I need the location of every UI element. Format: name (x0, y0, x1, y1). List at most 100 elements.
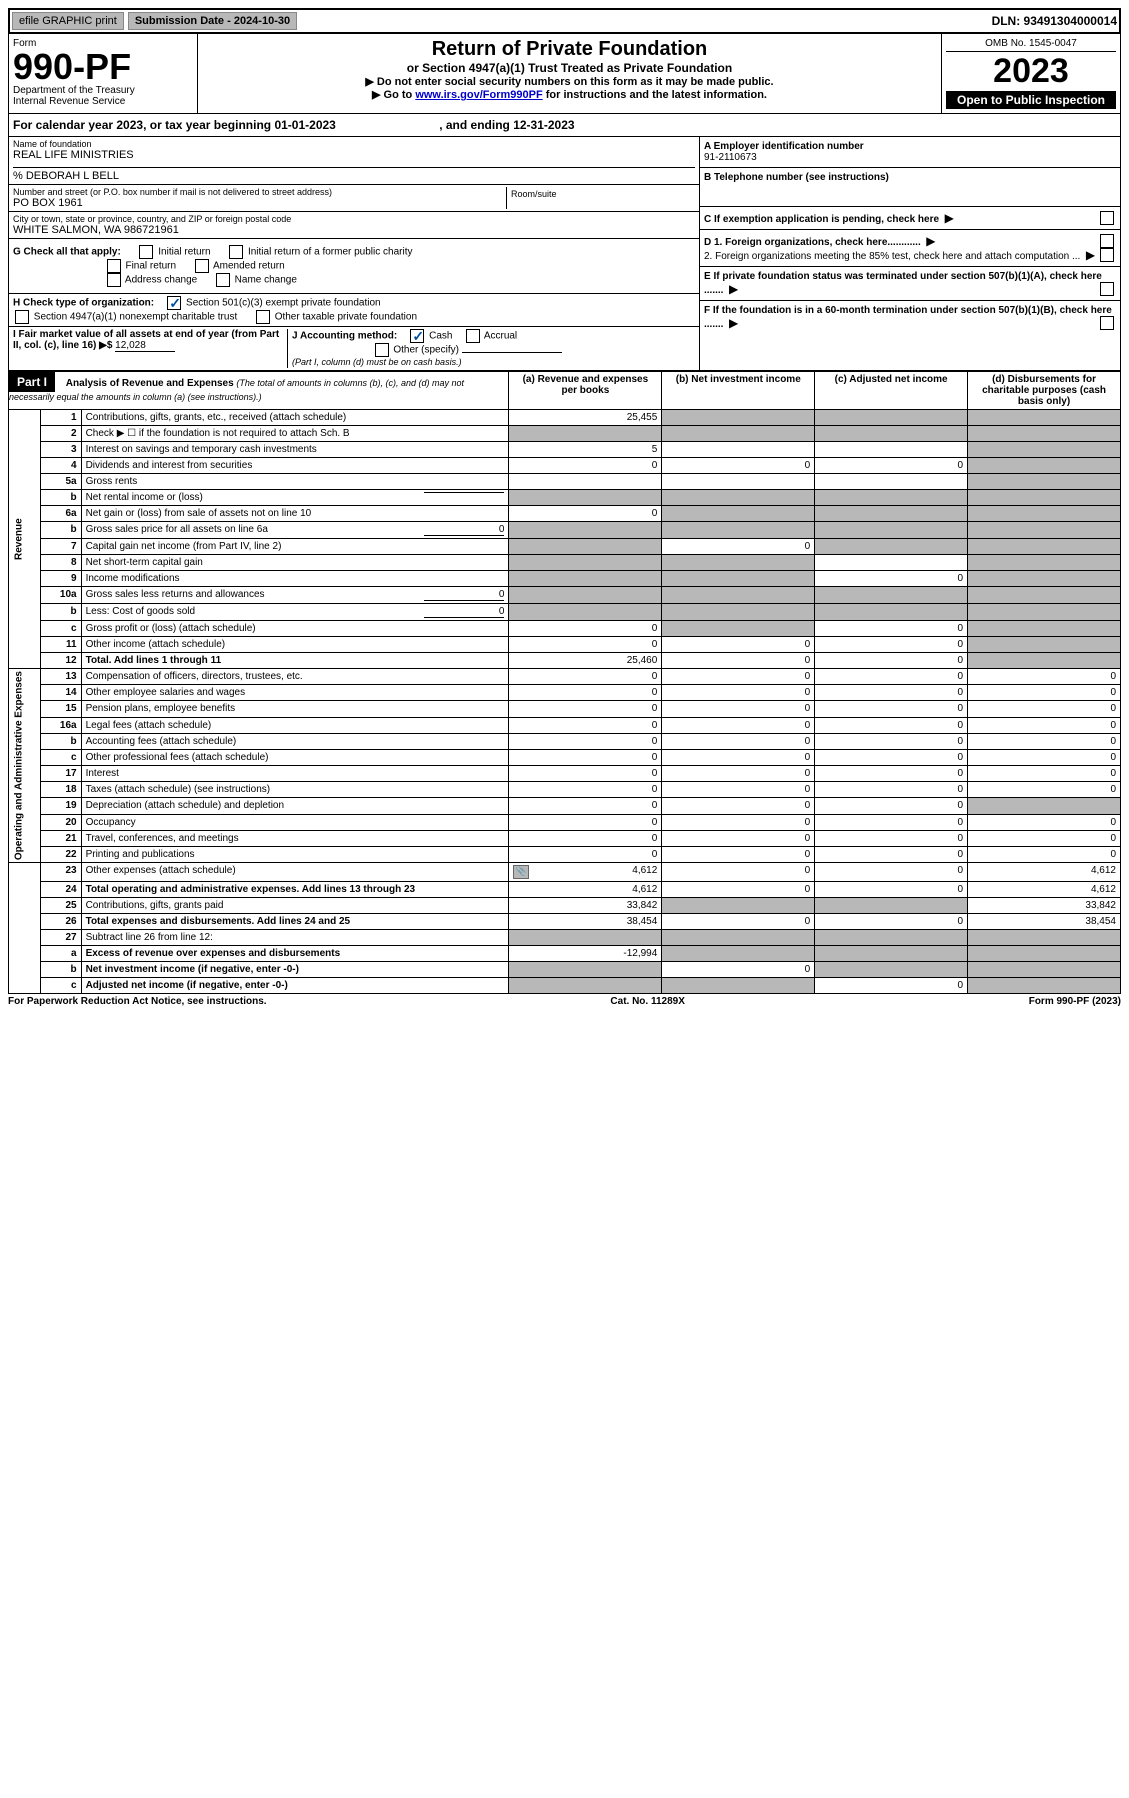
row-val-a (509, 978, 662, 994)
cal-year-begin: 01-01-2023 (274, 118, 335, 132)
row-val-d (968, 410, 1121, 426)
row-desc: Gross profit or (loss) (attach schedule) (81, 621, 509, 637)
row-val-b: 0 (662, 637, 815, 653)
row-val-d (968, 539, 1121, 555)
b-label: B Telephone number (see instructions) (704, 172, 1116, 183)
row-num: 14 (40, 685, 81, 701)
row-desc: Adjusted net income (if negative, enter … (81, 978, 509, 994)
row-val-c: 0 (815, 914, 968, 930)
table-row: aExcess of revenue over expenses and dis… (9, 946, 1121, 962)
j-opt-2: Other (specify) (393, 345, 459, 356)
room-cell: Room/suite (506, 187, 695, 209)
dept-label: Department of the TreasuryInternal Reven… (13, 85, 193, 107)
row-desc: Net short-term capital gain (81, 555, 509, 571)
row-val-c (815, 426, 968, 442)
table-row: 14Other employee salaries and wages0000 (9, 685, 1121, 701)
row-desc: Other employee salaries and wages (81, 685, 509, 701)
row-val-b (662, 490, 815, 506)
table-row: 19Depreciation (attach schedule) and dep… (9, 798, 1121, 814)
cb-4947a1[interactable] (15, 310, 29, 324)
row-val-b: 0 (662, 830, 815, 846)
row-num: 5a (40, 474, 81, 490)
row-val-c: 0 (815, 733, 968, 749)
row-val-c (815, 930, 968, 946)
row-val-b (662, 604, 815, 621)
cb-cash[interactable] (410, 329, 424, 343)
row-val-d (968, 798, 1121, 814)
cb-amended-return[interactable] (195, 259, 209, 273)
cb-terminated[interactable] (1100, 282, 1114, 296)
row-val-b (662, 555, 815, 571)
d1-label: D 1. Foreign organizations, check here..… (704, 237, 921, 248)
row-val-b: 0 (662, 669, 815, 685)
form-header: Form 990-PF Department of the TreasuryIn… (8, 34, 1121, 114)
cal-year-mid: , and ending (439, 118, 513, 132)
row-val-b (662, 946, 815, 962)
cb-foreign-85[interactable] (1100, 248, 1114, 262)
row-val-c: 0 (815, 571, 968, 587)
g-row: G Check all that apply: Initial return I… (9, 239, 699, 294)
cb-foreign-org[interactable] (1100, 234, 1114, 248)
irs-link[interactable]: www.irs.gov/Form990PF (415, 89, 542, 101)
calendar-year-row: For calendar year 2023, or tax year begi… (8, 114, 1121, 137)
row-num: b (40, 490, 81, 506)
cb-address-change[interactable] (107, 273, 121, 287)
row-val-d: 33,842 (968, 898, 1121, 914)
cb-initial-return[interactable] (139, 245, 153, 259)
f-label: F If the foundation is in a 60-month ter… (704, 305, 1112, 330)
row-val-b: 0 (662, 846, 815, 862)
cb-other-method[interactable] (375, 343, 389, 357)
g-opt-2: Final return (125, 261, 176, 272)
row-val-d (968, 930, 1121, 946)
h-opt-1: Section 4947(a)(1) nonexempt charitable … (34, 312, 237, 323)
table-row: 9Income modifications0 (9, 571, 1121, 587)
cb-name-change[interactable] (216, 273, 230, 287)
cb-accrual[interactable] (466, 329, 480, 343)
row-val-b: 0 (662, 717, 815, 733)
row-num: 11 (40, 637, 81, 653)
row-val-b (662, 426, 815, 442)
row-val-b: 0 (662, 863, 815, 882)
instr-2-pre: ▶ Go to (372, 89, 415, 101)
col-d-header: (d) Disbursements for charitable purpose… (968, 372, 1121, 410)
table-row: 26Total expenses and disbursements. Add … (9, 914, 1121, 930)
row-val-c: 0 (815, 766, 968, 782)
row-val-a: 0 (509, 685, 662, 701)
row-val-b (662, 442, 815, 458)
cb-exemption-pending[interactable] (1100, 211, 1114, 225)
header-center: Return of Private Foundation or Section … (198, 34, 941, 113)
row-desc: Excess of revenue over expenses and disb… (81, 946, 509, 962)
cb-501c3[interactable] (167, 296, 181, 310)
cb-60-month[interactable] (1100, 316, 1114, 330)
row-desc: Interest (81, 766, 509, 782)
row-val-d: 38,454 (968, 914, 1121, 930)
instr-2-post: for instructions and the latest informat… (543, 89, 767, 101)
cb-final-return[interactable] (107, 259, 121, 273)
table-row: bNet rental income or (loss) (9, 490, 1121, 506)
cb-initial-former[interactable] (229, 245, 243, 259)
row-desc: Accounting fees (attach schedule) (81, 733, 509, 749)
table-row: 11Other income (attach schedule)000 (9, 637, 1121, 653)
row-num: 12 (40, 653, 81, 669)
h-row: H Check type of organization: Section 50… (9, 294, 699, 327)
h-label: H Check type of organization: (13, 298, 154, 309)
e-label: E If private foundation status was termi… (704, 271, 1102, 296)
attachment-icon[interactable]: 📎 (513, 865, 529, 879)
row-num: 19 (40, 798, 81, 814)
row-val-a: 0 (509, 669, 662, 685)
row-desc: Pension plans, employee benefits (81, 701, 509, 717)
row-val-d (968, 555, 1121, 571)
row-val-d (968, 587, 1121, 604)
row-val-c: 0 (815, 669, 968, 685)
cb-other-taxable[interactable] (256, 310, 270, 324)
addr-row: Number and street (or P.O. box number if… (9, 185, 699, 212)
row-val-b: 0 (662, 749, 815, 765)
h-opt-2: Other taxable private foundation (275, 312, 417, 323)
table-row: 5aGross rents (9, 474, 1121, 490)
efile-print-button[interactable]: efile GRAPHIC print (12, 12, 124, 30)
g-opt-0: Initial return (158, 247, 210, 258)
row-val-d (968, 522, 1121, 539)
row-desc: Occupancy (81, 814, 509, 830)
row-val-a (509, 604, 662, 621)
row-val-d (968, 978, 1121, 994)
